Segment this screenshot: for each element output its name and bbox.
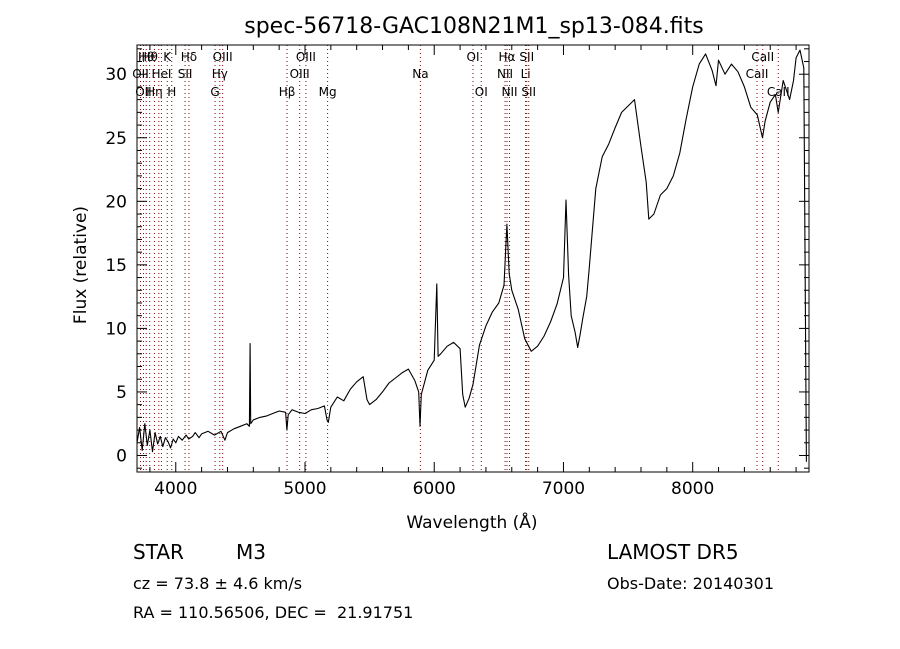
spectral-line-label: K <box>163 50 172 64</box>
y-axis-title: Flux (relative) <box>71 206 91 324</box>
x-tick-label: 5000 <box>283 479 326 499</box>
coordinates: RA = 110.56506, DEC = 21.91751 <box>133 603 414 622</box>
y-tick-label: 0 <box>116 446 127 466</box>
spectral-line-label: Hγ <box>212 67 228 81</box>
spectral-line-label: CaII <box>746 67 769 81</box>
spectral-line-label: SII <box>519 50 534 64</box>
spectrum-line <box>136 49 807 462</box>
spectrum-series <box>136 49 807 462</box>
spectral-line-label: G <box>210 85 219 99</box>
spectral-line-label: OI <box>475 85 488 99</box>
spectral-line-label: OI <box>467 50 480 64</box>
spectral-line-label: Hθ <box>138 50 154 64</box>
y-tick-label: 5 <box>116 383 127 403</box>
spectral-line-label: H <box>167 85 176 99</box>
spectral-line-label: Mg <box>319 85 337 99</box>
spectral-line-label: OIII <box>296 50 316 64</box>
object-subclass: M3 <box>236 540 266 564</box>
survey-name: LAMOST DR5 <box>607 540 739 564</box>
spectral-line-label: HeI <box>151 67 171 81</box>
spectral-line-label: CaII <box>751 50 774 64</box>
x-axis-title: Wavelength (Å) <box>406 511 537 533</box>
spectral-line-label: Na <box>412 67 428 81</box>
axes: 4000 5000 6000 7000 8000 0 5 10 15 20 25 30 <box>105 44 810 499</box>
spectral-line-label: Hβ <box>279 85 296 99</box>
y-tick-label: 30 <box>105 65 127 85</box>
y-tick-label: 20 <box>105 192 127 212</box>
spectral-line-label: OIII <box>213 50 233 64</box>
spectral-line-label: NII <box>502 85 518 99</box>
spectral-line-label: CaII <box>767 85 790 99</box>
spectral-line-label: OIII <box>290 67 310 81</box>
object-class: STAR <box>133 540 184 564</box>
spectral-line-label: Li <box>521 67 531 81</box>
observation-date: Obs-Date: 20140301 <box>607 574 775 593</box>
spectral-line-label: Hθ <box>141 50 157 64</box>
x-tick-label: 4000 <box>154 479 197 499</box>
redshift-velocity: cz = 73.8 ± 4.6 km/s <box>133 574 303 593</box>
spectral-line-label: Hη <box>146 85 163 99</box>
spectral-line-label: OII <box>135 85 152 99</box>
x-tick-label: 6000 <box>413 479 456 499</box>
chart-title: spec-56718-GAC108N21M1_sp13-084.fits <box>244 14 704 39</box>
spectral-line-label: Hδ <box>181 50 197 64</box>
y-tick-label: 10 <box>105 319 127 339</box>
y-tick-label: 25 <box>105 129 127 149</box>
y-tick-label: 15 <box>105 256 127 276</box>
x-tick-label: 8000 <box>671 479 714 499</box>
spectral-line-label: SII <box>178 67 193 81</box>
x-tick-label: 7000 <box>542 479 585 499</box>
spectral-line-label: Hα <box>499 50 516 64</box>
spectral-line-label: NII <box>497 67 513 81</box>
spectral-line-markers: OIIOIIHθHθHηHeIKHSIIHδGHγOIIIHβOIIIOIIIM… <box>132 45 790 472</box>
plot-frame <box>136 44 810 473</box>
spectral-line-label: SII <box>521 85 536 99</box>
